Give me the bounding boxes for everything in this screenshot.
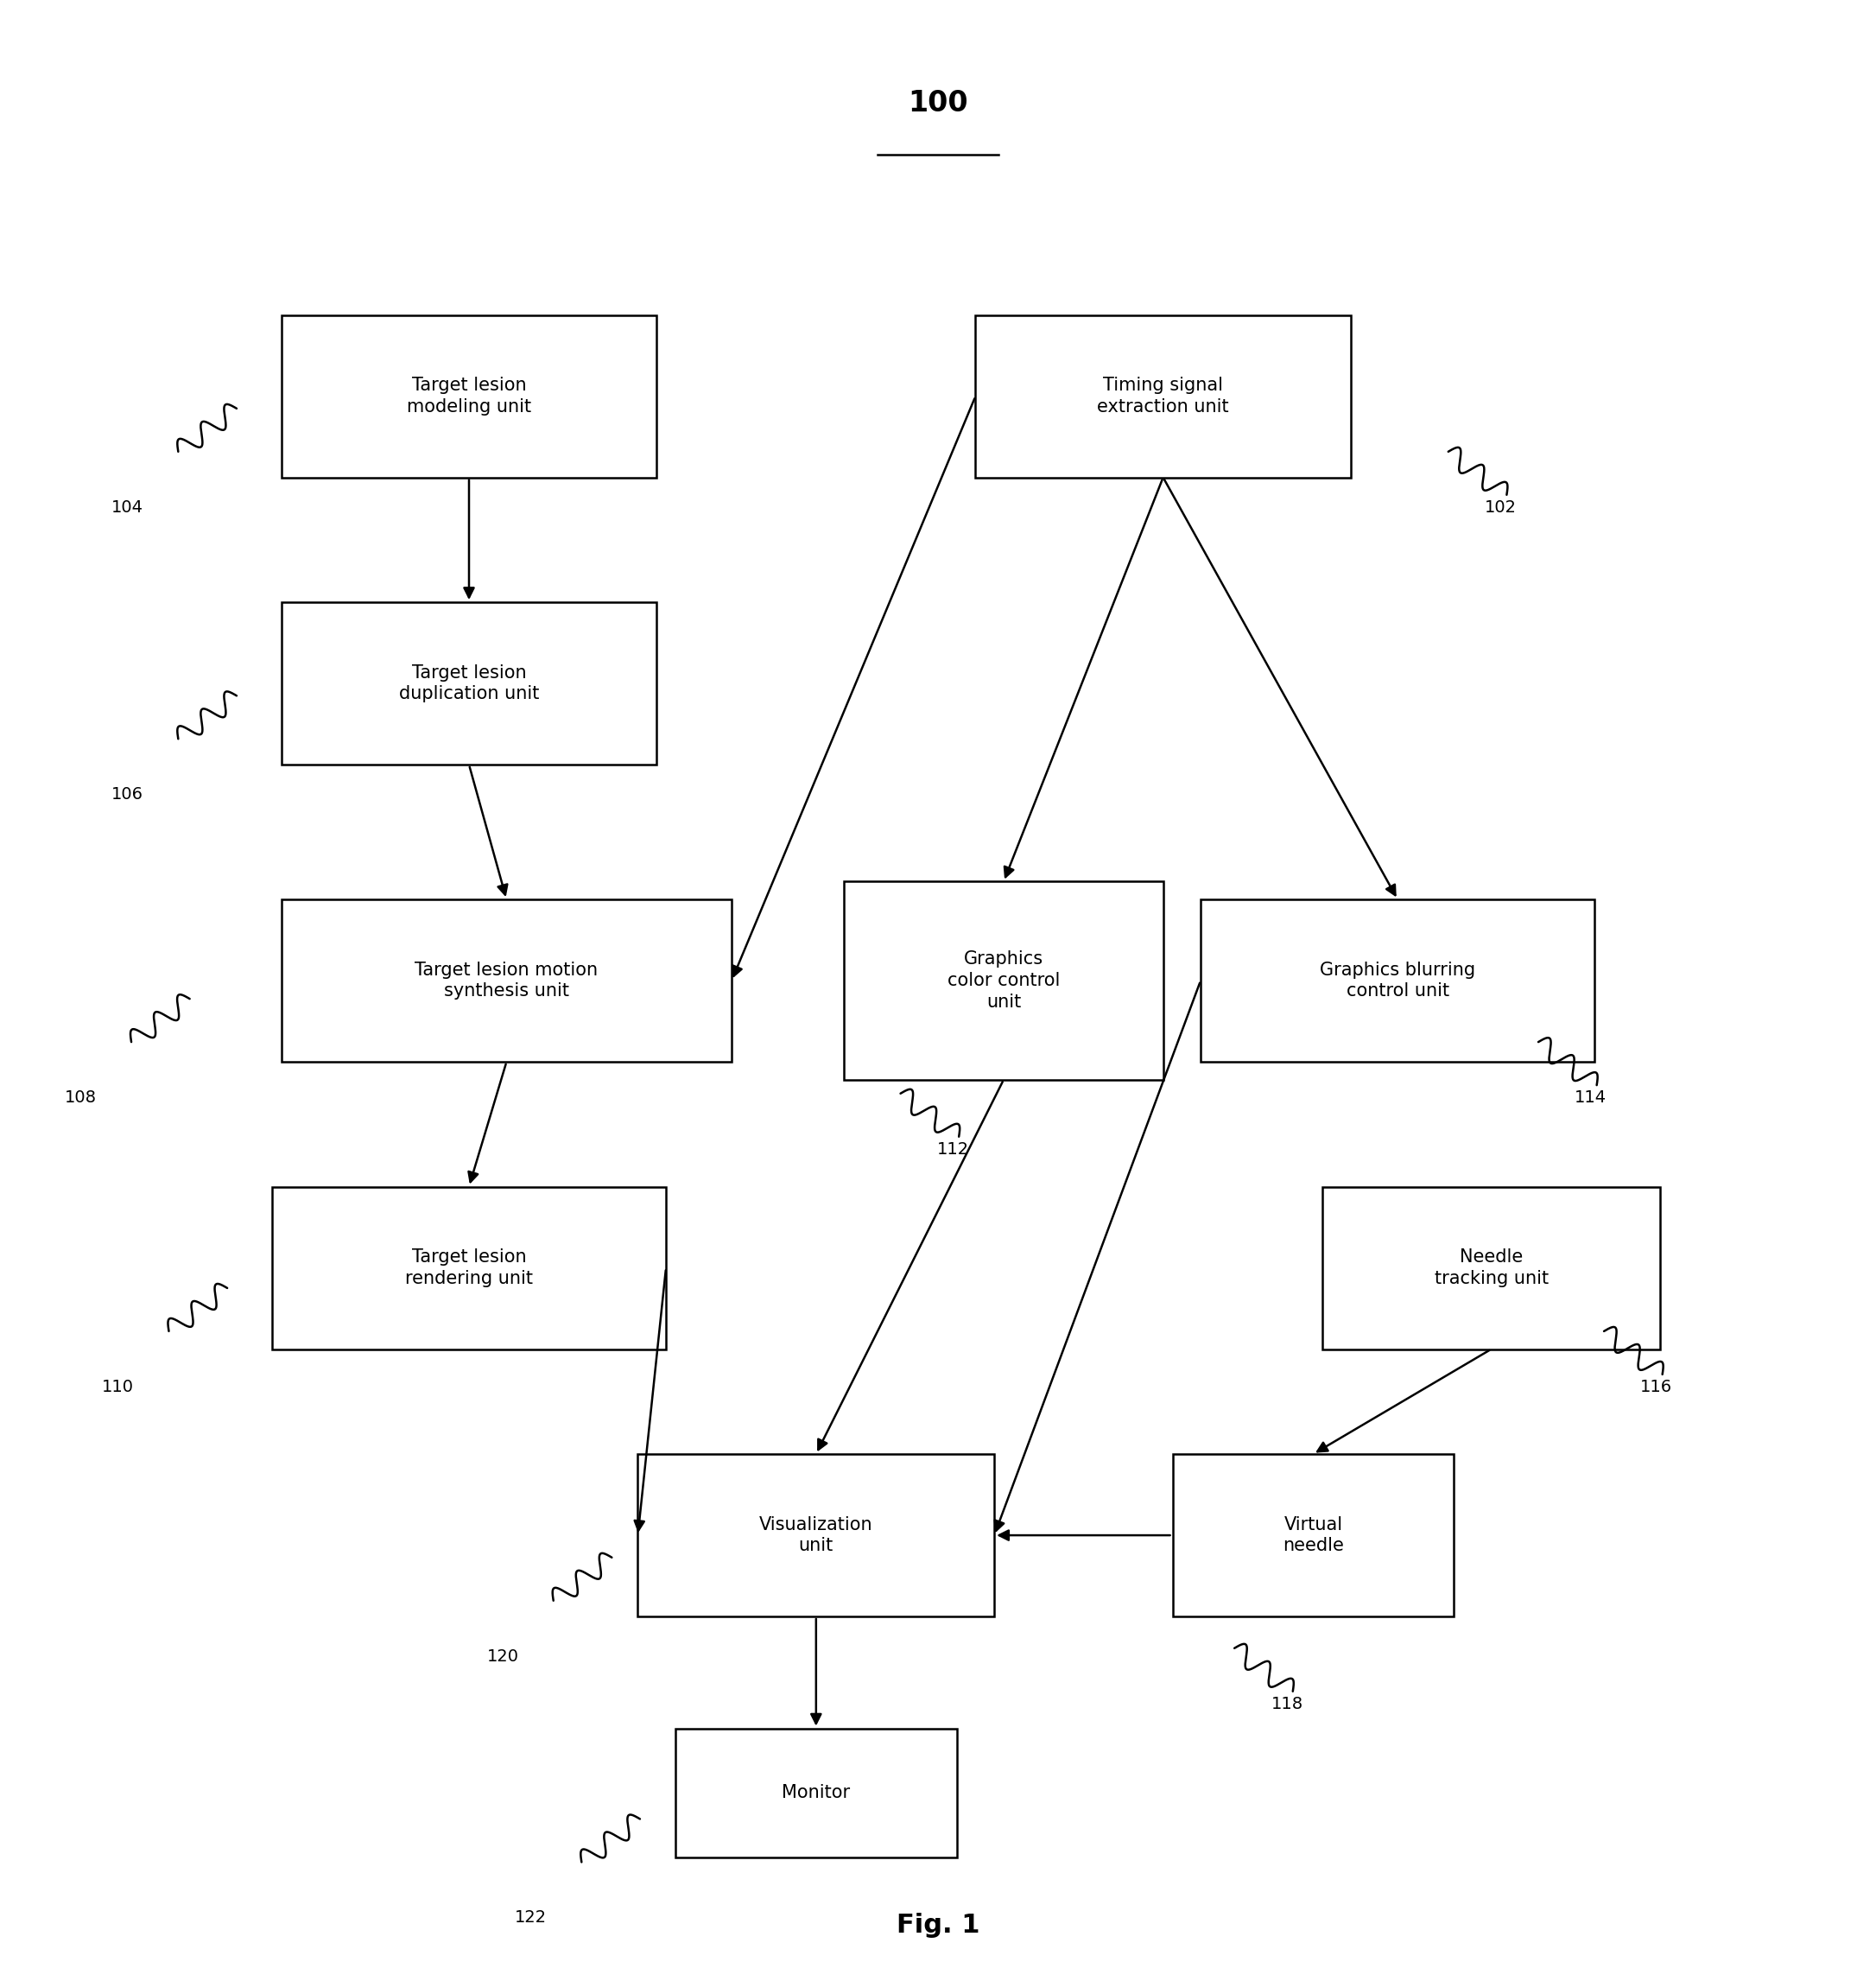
FancyBboxPatch shape bbox=[638, 1454, 994, 1616]
Text: 102: 102 bbox=[1484, 499, 1518, 515]
Text: Virtual
needle: Virtual needle bbox=[1283, 1515, 1343, 1555]
Text: Target lesion
modeling unit: Target lesion modeling unit bbox=[407, 376, 531, 416]
FancyBboxPatch shape bbox=[1323, 1187, 1660, 1349]
Text: Visualization
unit: Visualization unit bbox=[760, 1515, 872, 1555]
Text: 104: 104 bbox=[111, 499, 144, 515]
Text: 120: 120 bbox=[486, 1648, 520, 1664]
Text: Target lesion motion
synthesis unit: Target lesion motion synthesis unit bbox=[415, 961, 598, 1000]
FancyBboxPatch shape bbox=[844, 882, 1163, 1080]
FancyBboxPatch shape bbox=[976, 315, 1351, 477]
Text: 122: 122 bbox=[514, 1910, 548, 1926]
Text: 114: 114 bbox=[1574, 1090, 1608, 1105]
FancyBboxPatch shape bbox=[281, 315, 657, 477]
Text: Needle
tracking unit: Needle tracking unit bbox=[1435, 1248, 1548, 1288]
FancyBboxPatch shape bbox=[1201, 899, 1595, 1062]
FancyBboxPatch shape bbox=[281, 899, 732, 1062]
Text: Fig. 1: Fig. 1 bbox=[897, 1912, 979, 1937]
Text: 112: 112 bbox=[936, 1141, 970, 1157]
Text: Monitor: Monitor bbox=[782, 1785, 850, 1801]
Text: 110: 110 bbox=[101, 1379, 135, 1395]
Text: 108: 108 bbox=[64, 1090, 98, 1105]
FancyBboxPatch shape bbox=[675, 1727, 957, 1858]
FancyBboxPatch shape bbox=[1172, 1454, 1454, 1616]
FancyBboxPatch shape bbox=[281, 602, 657, 765]
Text: 116: 116 bbox=[1640, 1379, 1673, 1395]
Text: Target lesion
duplication unit: Target lesion duplication unit bbox=[400, 664, 538, 703]
Text: 106: 106 bbox=[111, 786, 144, 802]
Text: Graphics blurring
control unit: Graphics blurring control unit bbox=[1321, 961, 1475, 1000]
Text: Graphics
color control
unit: Graphics color control unit bbox=[947, 951, 1060, 1010]
Text: Target lesion
rendering unit: Target lesion rendering unit bbox=[405, 1248, 533, 1288]
Text: 118: 118 bbox=[1270, 1696, 1304, 1712]
Text: 100: 100 bbox=[908, 89, 968, 117]
Text: Timing signal
extraction unit: Timing signal extraction unit bbox=[1097, 376, 1229, 416]
FancyBboxPatch shape bbox=[272, 1187, 666, 1349]
